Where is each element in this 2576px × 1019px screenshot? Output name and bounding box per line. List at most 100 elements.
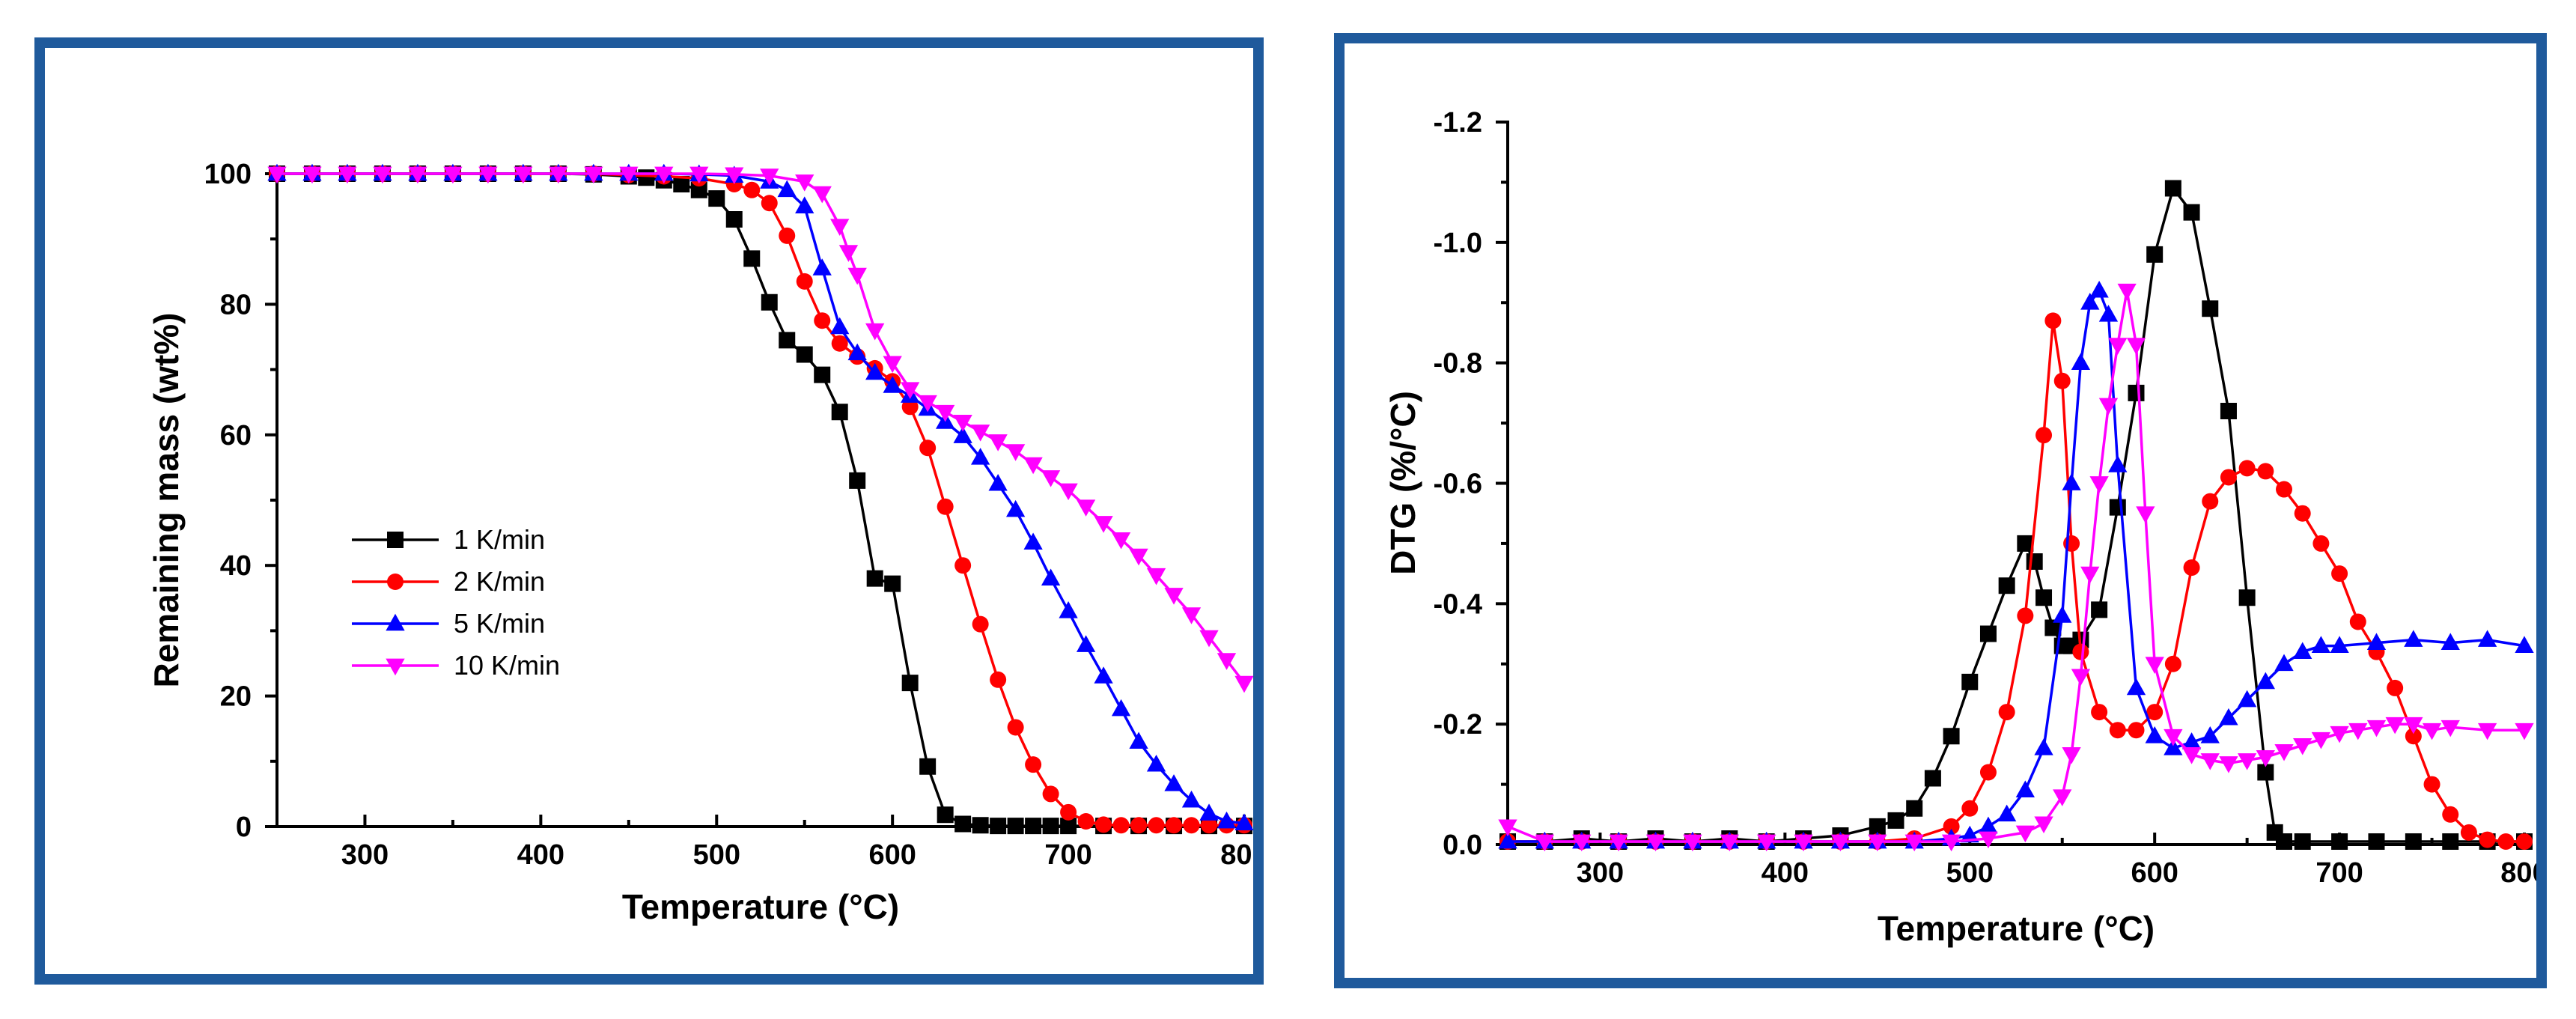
- data-point: [1868, 834, 1887, 852]
- data-point: [2035, 589, 2053, 606]
- data-point: [1042, 785, 1059, 803]
- x-tick-label: 400: [517, 839, 564, 871]
- data-point: [830, 219, 850, 236]
- data-point: [1535, 834, 1555, 852]
- legend-swatch-marker: [387, 532, 404, 548]
- data-point: [549, 166, 568, 184]
- data-point: [2035, 427, 2053, 444]
- left-chart-panel: 300 400 500 600 700 800 0 20 40 60 80 100 Temperatur…: [34, 37, 1264, 985]
- data-point: [1041, 470, 1061, 487]
- data-point: [654, 166, 674, 184]
- data-point: [2477, 723, 2497, 740]
- data-point: [2366, 720, 2387, 737]
- data-point: [1007, 818, 1024, 835]
- right-chart-panel: 300 400 500 600 700 800 0.0 -0.2 -0.4 -0.6 -0.8 -1.…: [1334, 33, 2547, 988]
- data-point: [847, 343, 867, 361]
- data-point: [2062, 747, 2081, 764]
- y-axis-title: DTG (%/°C): [1383, 391, 1422, 575]
- data-point: [988, 474, 1008, 491]
- series-1-k-min: [269, 165, 1252, 835]
- data-point: [1181, 607, 1202, 624]
- data-point: [936, 404, 955, 422]
- data-point: [1234, 813, 1253, 830]
- series-5-k-min: [267, 163, 1253, 830]
- data-point: [1201, 817, 1218, 834]
- data-point: [2089, 280, 2109, 298]
- data-point: [708, 190, 725, 207]
- data-point: [743, 181, 761, 198]
- y-tick-label: -1.2: [1434, 107, 1482, 139]
- data-point: [2237, 753, 2257, 770]
- data-point: [883, 376, 902, 393]
- data-point: [2091, 704, 2108, 721]
- data-point: [777, 180, 797, 198]
- series-line: [277, 172, 1245, 825]
- data-point: [812, 258, 832, 276]
- data-point: [408, 166, 427, 184]
- series-10-k-min: [1498, 283, 2534, 852]
- legend-label: 10 K/min: [454, 650, 560, 681]
- data-point: [2257, 463, 2274, 480]
- data-point: [2330, 726, 2349, 743]
- data-point: [838, 245, 859, 262]
- tga-chart: 300 400 500 600 700 800 0 20 40 60 80 100 Temperatur…: [147, 159, 1253, 926]
- data-point: [830, 317, 850, 335]
- data-point: [814, 366, 831, 383]
- legend-label: 1 K/min: [454, 524, 545, 555]
- data-point: [2422, 723, 2442, 740]
- data-point: [1979, 625, 1997, 642]
- data-point: [918, 395, 937, 413]
- data-point: [2294, 505, 2311, 522]
- data-point: [1979, 831, 1998, 849]
- data-point: [1005, 444, 1026, 461]
- data-point: [2311, 731, 2331, 749]
- data-point: [1924, 770, 1941, 787]
- data-point: [847, 267, 867, 285]
- x-tick-label: 700: [2315, 857, 2363, 889]
- data-point: [2053, 372, 2071, 389]
- data-point: [866, 570, 883, 587]
- data-point: [761, 293, 778, 311]
- data-point: [831, 404, 848, 421]
- data-point: [1129, 731, 1148, 749]
- data-point: [1166, 817, 1183, 834]
- y-tick-label: 100: [204, 159, 252, 190]
- data-point: [2387, 679, 2404, 696]
- data-point: [338, 166, 357, 184]
- data-point: [2183, 559, 2200, 577]
- data-point: [1095, 816, 1112, 833]
- data-point: [2126, 338, 2146, 355]
- data-point: [1023, 532, 1043, 550]
- data-point: [2515, 636, 2534, 653]
- data-point: [760, 168, 779, 186]
- legend-swatch-marker: [386, 658, 405, 676]
- series-line: [277, 172, 1244, 827]
- series-line: [1508, 319, 2524, 843]
- data-point: [1025, 756, 1042, 773]
- data-point: [937, 806, 954, 824]
- data-point: [1572, 834, 1592, 852]
- data-point: [1129, 548, 1148, 566]
- data-point: [1041, 568, 1061, 585]
- y-tick-label: 0: [236, 812, 252, 843]
- y-tick-label: -0.2: [1434, 709, 1482, 740]
- data-point: [2145, 657, 2164, 674]
- data-point: [689, 166, 709, 184]
- data-point: [2366, 633, 2387, 650]
- data-point: [2477, 630, 2497, 647]
- x-axis-title: Temperature (°C): [622, 887, 899, 926]
- data-point: [2293, 642, 2312, 660]
- data-point: [1094, 516, 1113, 533]
- data-point: [1904, 834, 1924, 852]
- data-point: [2276, 833, 2293, 850]
- data-point: [2146, 246, 2164, 263]
- data-point: [2136, 506, 2155, 523]
- legend-swatch-marker: [386, 613, 405, 631]
- data-point: [812, 186, 832, 204]
- data-point: [795, 196, 814, 213]
- data-point: [2442, 806, 2459, 823]
- data-point: [1148, 817, 1165, 834]
- data-point: [1007, 719, 1024, 736]
- data-point: [2164, 728, 2183, 746]
- data-point: [1830, 834, 1851, 852]
